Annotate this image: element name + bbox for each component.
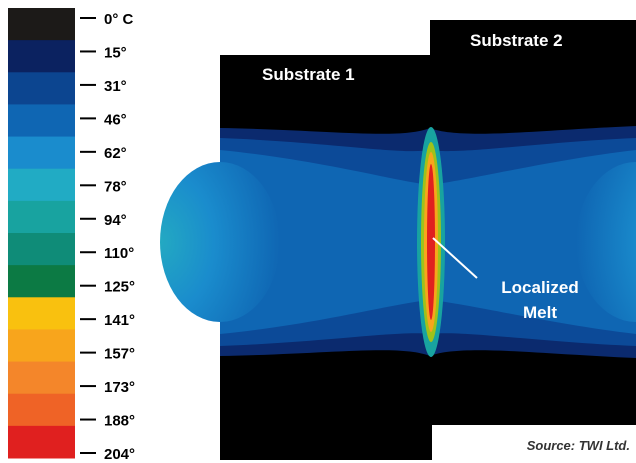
scale-label: 188°	[104, 413, 135, 430]
substrate-2-label: Substrate 2	[470, 31, 563, 50]
source: Source: TWI Ltd.	[527, 438, 630, 453]
scale-label: 62°	[104, 145, 127, 162]
scale-band	[8, 297, 75, 330]
scale-band	[8, 200, 75, 234]
scale-band	[8, 168, 75, 202]
scale-band	[8, 8, 75, 41]
melt-label: Melt	[523, 303, 557, 322]
scale-band	[8, 233, 75, 266]
scale-band	[8, 361, 75, 395]
color-scale: 0° C 15° 31° 46° 62° 78° 94° 110° 125° 141° 157° 17…	[8, 8, 135, 463]
scale-label: 125°	[104, 279, 135, 296]
scale-label: 15°	[104, 44, 127, 61]
scale-label: 110°	[104, 245, 134, 262]
scale-band	[8, 136, 75, 170]
scale-label: 94°	[104, 212, 127, 229]
scale-band	[8, 104, 75, 138]
scale-band	[8, 265, 75, 298]
scale-label: 173°	[104, 379, 135, 396]
scale-label: 78°	[104, 178, 127, 195]
melt-label: Localized	[501, 278, 578, 297]
scale-label: 31°	[104, 78, 127, 95]
pointer-line	[432, 237, 478, 279]
scale-band	[8, 72, 75, 105]
scale-band	[8, 329, 75, 363]
scale-band	[8, 425, 75, 459]
substrate-1-label: Substrate 1	[262, 65, 355, 84]
scale-label: 141°	[104, 312, 135, 329]
scale-label: 46°	[104, 111, 127, 128]
scale-band	[8, 40, 75, 73]
melt-core	[427, 164, 435, 320]
scale-label: 204°	[104, 446, 135, 463]
scale-label: 0° C	[104, 11, 134, 28]
heat-spot	[576, 162, 636, 322]
scale-band	[8, 393, 75, 427]
heat-map: Substrate 1 Substrate 2 Localized Melt S…	[160, 20, 636, 463]
heat-spot	[160, 162, 280, 322]
scale-label: 157°	[104, 346, 135, 363]
source-box	[432, 425, 636, 463]
